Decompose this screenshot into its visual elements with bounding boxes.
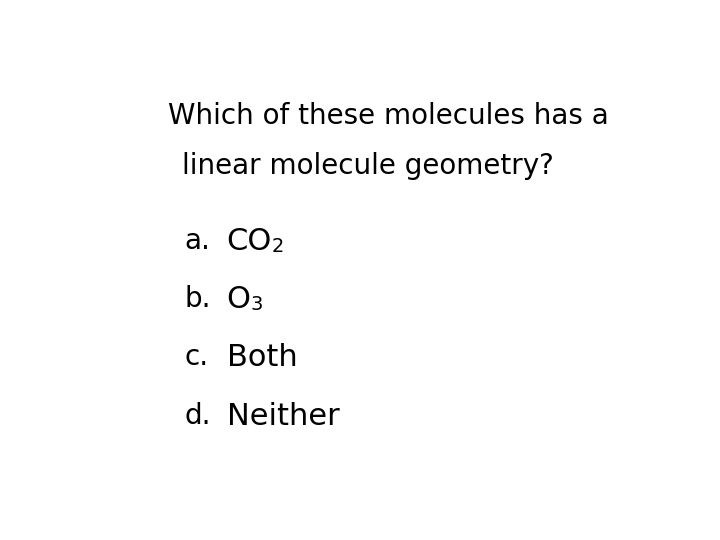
Text: 2: 2	[272, 237, 284, 256]
Text: Which of these molecules has a: Which of these molecules has a	[168, 102, 609, 130]
Text: O: O	[227, 285, 251, 314]
Text: Both: Both	[227, 343, 297, 373]
Text: b.: b.	[185, 285, 212, 313]
Text: a.: a.	[185, 227, 211, 255]
Text: 3: 3	[251, 295, 263, 314]
Text: d.: d.	[185, 402, 212, 430]
Text: Neither: Neither	[227, 402, 339, 430]
Text: c.: c.	[185, 343, 209, 372]
Text: CO: CO	[227, 227, 272, 256]
Text: linear molecule geometry?: linear molecule geometry?	[182, 152, 554, 180]
